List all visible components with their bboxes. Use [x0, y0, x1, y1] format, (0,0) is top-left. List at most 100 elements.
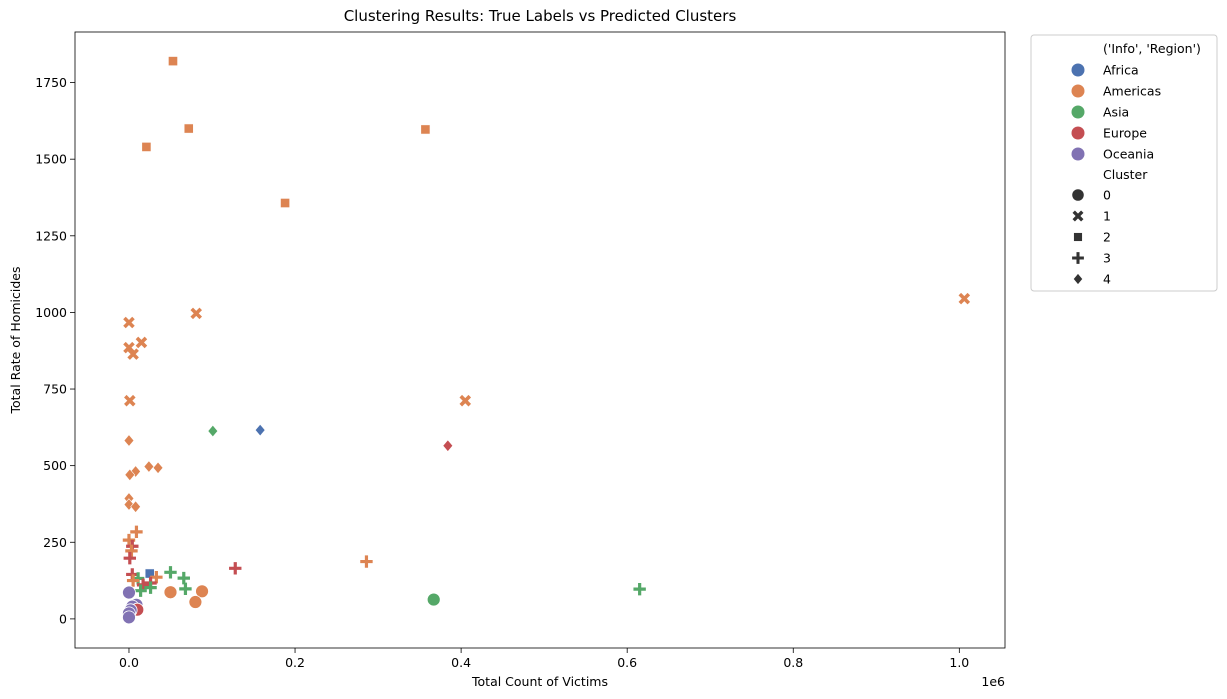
data-point-shape — [123, 434, 135, 447]
data-point-shape — [127, 348, 139, 360]
data-point-shape — [134, 584, 147, 597]
data-point-shape — [143, 460, 155, 473]
legend-region-swatch — [1071, 63, 1085, 77]
x-axis: 0.0 0.2 0.4 0.6 0.8 1.0 — [119, 648, 969, 670]
data-point-shape — [126, 574, 140, 587]
legend-frame — [1030, 34, 1218, 292]
x-tick-label: 0.4 — [451, 655, 471, 670]
y-tick-label: 1250 — [35, 228, 67, 243]
data-point-shape — [207, 424, 219, 438]
data-point — [144, 581, 157, 594]
x-axis-offset-text: 1e6 — [981, 674, 1005, 689]
x-tick-label: 0.2 — [285, 655, 305, 670]
data-point-shape — [130, 525, 143, 539]
data-point — [123, 552, 137, 565]
data-point — [168, 56, 178, 67]
data-point-shape — [152, 461, 164, 475]
legend-cluster-label: 4 — [1103, 272, 1111, 287]
data-point — [122, 585, 136, 600]
data-point — [426, 592, 441, 607]
legend-cluster-marker — [1072, 273, 1084, 285]
data-point — [188, 595, 203, 609]
data-point — [360, 555, 373, 568]
data-point-shape — [195, 584, 209, 599]
data-point-shape — [190, 307, 203, 320]
data-point — [136, 578, 150, 592]
legend: ('Info', 'Region') Cluster Africa America… — [1030, 34, 1218, 292]
legend-region-swatch — [1071, 147, 1085, 161]
data-point — [958, 292, 971, 305]
x-tick-label: 0.8 — [783, 655, 803, 670]
data-point — [207, 424, 219, 438]
legend-region-label: Oceania — [1103, 147, 1154, 162]
data-point-shape — [144, 581, 157, 594]
legend-region-label: Africa — [1103, 63, 1139, 78]
data-point — [130, 500, 141, 513]
y-tick-label: 1000 — [35, 305, 67, 320]
data-point-shape — [122, 585, 136, 600]
data-point — [150, 571, 163, 584]
legend-cluster-marker-shape — [1073, 232, 1083, 242]
legend-cluster-label: 0 — [1103, 188, 1111, 203]
data-point-shape — [177, 571, 190, 585]
y-tick-label: 500 — [43, 458, 67, 473]
data-point-shape — [442, 439, 454, 452]
x-tick-label: 1.0 — [949, 655, 969, 670]
data-point — [122, 610, 136, 625]
data-point-shape — [150, 571, 163, 584]
data-point-shape — [164, 566, 177, 579]
data-point-shape — [130, 500, 141, 513]
data-point — [126, 574, 140, 587]
data-point-shape — [123, 316, 135, 329]
data-point — [163, 585, 178, 600]
data-point — [179, 582, 192, 596]
data-point-shape — [135, 336, 148, 349]
data-points — [122, 56, 971, 625]
data-point — [442, 439, 454, 452]
data-point — [195, 584, 209, 599]
data-point-shape — [163, 585, 178, 600]
y-axis-label: Total Rate of Homicides — [8, 266, 23, 414]
data-point — [143, 460, 155, 473]
legend-region-swatch — [1071, 126, 1085, 140]
legend-cluster-label: 2 — [1103, 230, 1111, 245]
legend-style-title: Cluster — [1103, 167, 1148, 182]
data-point — [152, 461, 164, 475]
x-tick-label: 0.6 — [617, 655, 637, 670]
legend-region-label: Americas — [1103, 84, 1161, 99]
data-point-shape — [958, 292, 971, 305]
data-point — [459, 394, 472, 407]
legend-region-swatch — [1071, 105, 1085, 119]
legend-cluster-marker — [1072, 210, 1084, 222]
plot-area-frame — [74, 31, 1006, 649]
data-point — [141, 142, 152, 152]
data-point — [127, 348, 139, 360]
y-tick-label: 1750 — [35, 75, 67, 90]
data-point — [125, 544, 138, 558]
data-point — [123, 434, 135, 447]
data-point-shape — [459, 394, 472, 407]
x-axis-label: Total Count of Victims — [471, 674, 608, 689]
data-point-shape — [123, 552, 137, 565]
data-point — [130, 525, 143, 539]
legend-cluster-label: 1 — [1103, 209, 1111, 224]
data-point — [254, 423, 266, 437]
data-point — [280, 198, 290, 208]
legend-cluster-marker-shape — [1072, 273, 1084, 285]
data-point-shape — [136, 578, 150, 592]
data-point — [183, 123, 194, 134]
data-point-shape — [420, 124, 431, 135]
data-point-shape — [124, 468, 136, 482]
legend-hue-title: ('Info', 'Region') — [1103, 41, 1201, 56]
data-point — [420, 124, 431, 135]
data-point-shape — [426, 592, 441, 607]
data-point — [190, 307, 203, 320]
y-tick-label: 0 — [59, 611, 67, 626]
legend-cluster-marker-shape — [1071, 188, 1085, 202]
data-point-shape — [229, 562, 242, 575]
data-point-shape — [130, 465, 141, 478]
data-point-shape — [188, 595, 203, 609]
data-point-shape — [183, 123, 194, 134]
data-point-shape — [141, 142, 152, 152]
